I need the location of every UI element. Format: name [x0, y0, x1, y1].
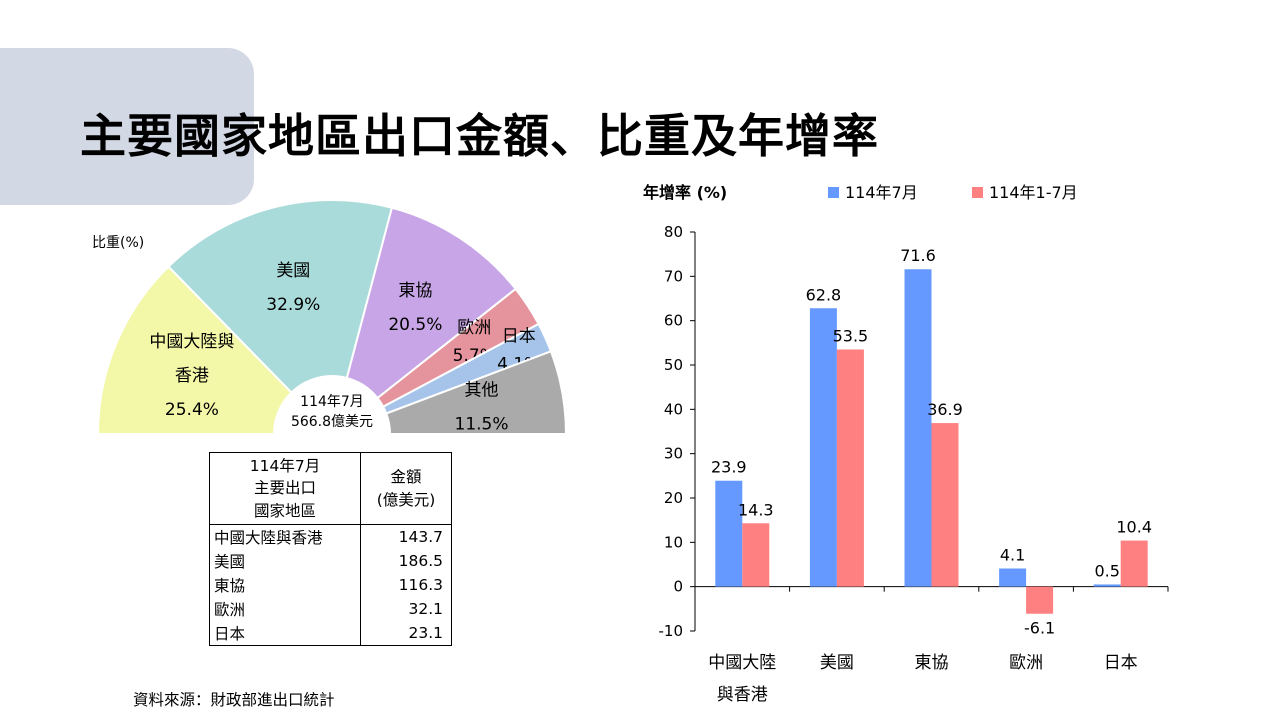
- y-tick-label: 70: [664, 267, 683, 285]
- pie-slice-label: 東協: [398, 281, 432, 301]
- bar: [715, 480, 743, 587]
- pie-center-label: 114年7月: [300, 394, 364, 410]
- x-category-label: 美國: [820, 653, 854, 673]
- table-cell-region: 歐洲: [209, 597, 361, 622]
- bar: [904, 269, 932, 587]
- bar: [1026, 586, 1054, 614]
- pie-slice: [345, 206, 518, 400]
- bar-value-label: 4.1: [1000, 545, 1025, 564]
- y-tick-label: 30: [664, 445, 683, 463]
- bar-value-label: 10.4: [1116, 518, 1152, 537]
- y-tick-label: 10: [664, 533, 683, 551]
- y-tick-label: -10: [659, 622, 684, 640]
- bar: [1120, 540, 1148, 587]
- pie-slice-label: 香港: [175, 366, 209, 386]
- bar-value-label: 36.9: [927, 400, 963, 419]
- pie-slice: [167, 199, 394, 394]
- table-cell-amount: 186.5: [360, 549, 452, 574]
- table-cell-amount: 23.1: [360, 621, 452, 647]
- table-row: 日本 23.1: [209, 621, 452, 647]
- pie-slice-value: 25.4%: [165, 400, 219, 420]
- table-header-amount-line: 金額: [390, 468, 422, 487]
- table-row: 東協 116.3: [209, 573, 452, 598]
- bar-value-label: 23.9: [711, 458, 747, 477]
- table-header-region: 114年7月 主要出口 國家地區: [209, 451, 361, 526]
- table-cell-amount: 143.7: [360, 524, 452, 550]
- table-cell-region: 中國大陸與香港: [209, 524, 361, 550]
- y-tick-label: 50: [664, 356, 683, 374]
- pie-slice: [96, 265, 293, 435]
- y-tick-label: 0: [673, 578, 683, 596]
- pie-center-total: 566.8億美元: [291, 414, 373, 430]
- table-header-region-line: 114年7月: [249, 457, 321, 475]
- bar-value-label: 62.8: [806, 285, 842, 304]
- legend-label: 114年7月: [845, 183, 918, 202]
- table-header-amount: 金額 (億美元): [360, 451, 452, 526]
- table-row: 歐洲 32.1: [209, 597, 452, 622]
- bar: [999, 568, 1027, 587]
- half-donut-chart: 中國大陸與香港25.4%美國32.9%東協20.5%歐洲5.7%日本4.1%其他…: [92, 199, 568, 435]
- table-header-region-line: 主要出口: [253, 479, 316, 498]
- pie-slice-label: 中國大陸與: [149, 332, 234, 352]
- table-cell-amount: 32.1: [360, 597, 452, 622]
- table-header-region-line: 國家地區: [253, 501, 316, 520]
- bar: [1093, 584, 1121, 587]
- y-tick-label: 60: [664, 312, 683, 330]
- bar: [742, 523, 770, 587]
- legend-label: 114年1-7月: [989, 183, 1078, 202]
- pie-slice-label: 日本: [502, 326, 536, 346]
- bar: [931, 423, 959, 587]
- source-note: 資料來源：財政部進出口統計: [133, 691, 335, 709]
- table-row: 美國 186.5: [209, 549, 452, 574]
- legend-swatch: [972, 187, 983, 198]
- y-tick-label: 80: [664, 223, 683, 241]
- x-category-label: 中國大陸: [708, 653, 776, 673]
- table-row: 中國大陸與香港 143.7: [209, 524, 452, 550]
- bar: [809, 308, 837, 587]
- legend-swatch: [828, 187, 839, 198]
- pie-slice-value: 32.9%: [266, 295, 320, 315]
- pie-slice-value: 11.5%: [455, 415, 509, 435]
- x-category-label: 與香港: [717, 685, 768, 705]
- page-title: 主要國家地區出口金額、比重及年增率: [80, 109, 879, 163]
- pie-slice-label: 其他: [465, 381, 499, 401]
- y-axis-title: 年增率 (%): [643, 183, 727, 202]
- pie-slice-label: 歐洲: [457, 318, 491, 338]
- growth-bar-chart: 年增率 (%) 114年7月 114年1-7月 80 70 60 50 40 30 20 10 0 -1…: [643, 183, 1169, 705]
- y-tick-label: 40: [664, 400, 683, 418]
- export-amount-table: 114年7月 主要出口 國家地區 金額 (億美元) 中國大陸與香港 143.7 …: [209, 451, 452, 647]
- bar-value-label: 53.5: [833, 326, 869, 345]
- title-background: [0, 48, 254, 205]
- x-category-label: 日本: [1104, 653, 1138, 673]
- table-header-row: 114年7月 主要出口 國家地區 金額 (億美元): [209, 451, 452, 526]
- x-category-label: 東協: [915, 653, 949, 673]
- y-tick-label: 20: [664, 489, 683, 507]
- table-cell-region: 日本: [209, 621, 361, 647]
- bar-value-label: -6.1: [1024, 619, 1055, 638]
- table-header-amount-line: (億美元): [376, 490, 436, 509]
- bar-value-label: 14.3: [738, 500, 774, 519]
- pie-axis-label: 比重(%): [92, 235, 144, 251]
- bar-value-label: 71.6: [900, 246, 936, 265]
- table-cell-region: 東協: [209, 573, 361, 598]
- table-cell-region: 美國: [209, 549, 361, 574]
- table-cell-amount: 116.3: [360, 573, 452, 598]
- bar: [836, 349, 864, 587]
- pie-slice-value: 20.5%: [388, 315, 442, 335]
- pie-slice: [384, 350, 568, 435]
- x-category-label: 歐洲: [1009, 653, 1043, 673]
- pie-slice-label: 美國: [276, 261, 310, 281]
- bar-value-label: 0.5: [1094, 561, 1119, 580]
